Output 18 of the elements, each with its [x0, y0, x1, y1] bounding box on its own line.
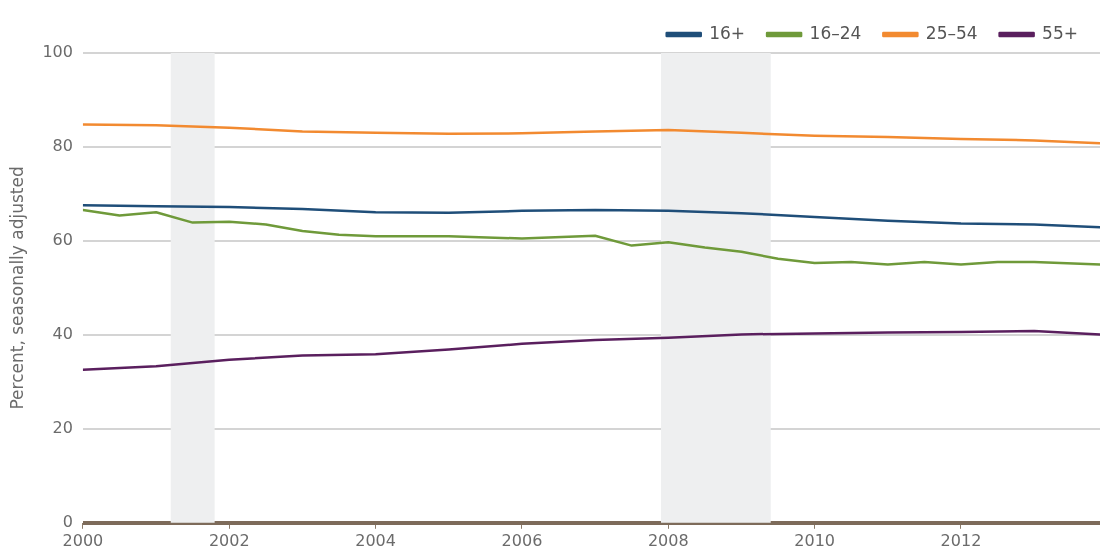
legend-label: 55+ [1042, 22, 1079, 43]
y-tick-label: 100 [42, 42, 73, 62]
y-tick-label: 80 [52, 136, 73, 156]
x-tick-label: 2010 [794, 530, 835, 550]
x-tick-label: 2004 [355, 530, 396, 550]
y-axis-title: Percent, seasonally adjusted [6, 166, 27, 410]
x-tick-label: 2000 [62, 530, 104, 550]
y-tick-label: 40 [52, 324, 73, 344]
y-tick-label: 0 [62, 511, 73, 531]
x-tick-label: 2012 [940, 530, 982, 550]
legend-label: 16–24 [809, 22, 862, 43]
x-tick-label: 2008 [647, 530, 689, 550]
y-tick-label: 60 [52, 230, 73, 250]
y-tick-label: 20 [52, 418, 73, 437]
legend-label: 16+ [709, 22, 746, 43]
legend-label: 25–54 [925, 22, 978, 43]
x-tick-label: 2002 [208, 530, 250, 550]
x-tick-label: 2006 [501, 530, 543, 550]
